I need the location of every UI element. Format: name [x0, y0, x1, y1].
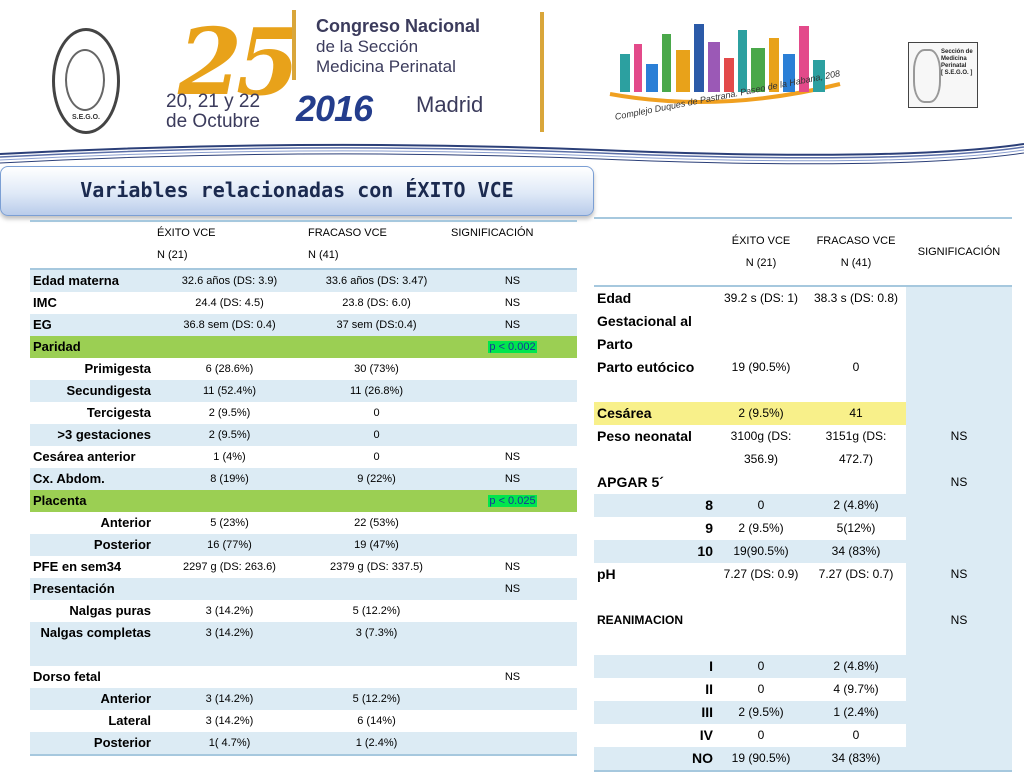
- table-row: Anterior 3 (14.2%) 5 (12.2%): [30, 688, 577, 710]
- header-significacion: SIGNIFICACIÓN: [917, 246, 1001, 258]
- table-row: Nalgas puras 3 (14.2%) 5 (12.2%): [69, 603, 401, 618]
- congress-header: S.E.G.O. 25 20, 21 y 22 de Octubre Congr…: [0, 0, 1024, 165]
- table-header-row: ÉXITO VCE N (21) FRACASO VCE N (41) SIGNIF…: [594, 218, 1012, 286]
- table-row: Posterior 1( 4.7%) 1 (2.4%): [30, 732, 577, 755]
- table-row: Anterior 5 (23%) 22 (53%): [100, 515, 399, 530]
- table-section-row: Paridad p < 0.002: [30, 336, 577, 358]
- table-header-row: ÉXITO VCE N (21) FRACASO VCE N (41) SIGNIF…: [30, 221, 577, 269]
- table-row: Primigesta 6 (28.6%) 30 (73%): [84, 361, 399, 376]
- neonatal-outcome-table: ÉXITO VCE N (21) FRACASO VCE N (41) SIGNIF…: [594, 217, 1012, 772]
- header-fracaso: FRACASO VCE N (41): [816, 235, 896, 269]
- table-row: IMC 24.4 (DS: 4.5) 23.8 (DS: 6.0) NS: [33, 295, 521, 310]
- congress-year: 2016: [296, 88, 373, 129]
- congress-title: Congreso Nacional de la Sección Medicina…: [316, 16, 481, 76]
- table-row: Dorso fetal NS: [33, 669, 521, 684]
- table-row: IV 0 0: [594, 724, 1012, 747]
- table-row: Posterior 16 (77%) 19 (47%): [30, 534, 577, 556]
- table-section-row: Placenta p < 0.025: [30, 490, 577, 512]
- divider-bar: [540, 12, 544, 132]
- table-row-highlighted: Cesárea 2 (9.5%) 41: [594, 402, 1012, 425]
- table-row: Secundigesta 11 (52.4%) 11 (26.8%): [30, 380, 577, 402]
- table-row: pH 7.27 (DS: 0.9) 7.27 (DS: 0.7) NS: [594, 563, 1012, 609]
- congress-city: Madrid: [416, 92, 484, 117]
- table-row: Cesárea anterior 1 (4%) 0 NS: [33, 449, 521, 464]
- table-row: APGAR 5´ NS: [594, 471, 1012, 494]
- caduceus-icon: [65, 49, 105, 111]
- table-row: III 2 (9.5%) 1 (2.4%): [594, 701, 1012, 724]
- table-row: Nalgas completas 3 (14.2%) 3 (7.3%): [30, 622, 577, 666]
- table-row: Parto eutócico 19 (90.5%) 0: [594, 356, 1012, 402]
- table-row: 10 19(90.5%) 34 (83%): [594, 540, 1012, 563]
- slide-title: Variables relacionadas con ÉXITO VCE: [80, 178, 514, 202]
- header-exito: ÉXITO VCE N (21): [157, 227, 216, 261]
- table-row: Edad materna 32.6 años (DS: 3.9) 33.6 años…: [30, 269, 577, 292]
- maternal-variables-table: ÉXITO VCE N (21) FRACASO VCE N (41) SIGNIF…: [30, 220, 577, 756]
- table-row: II 0 4 (9.7%): [594, 678, 1012, 701]
- significance-highlight: p < 0.025: [488, 495, 537, 507]
- table-row: Presentación NS: [30, 578, 577, 600]
- divider-bar: [292, 10, 296, 80]
- embryo-icon: [913, 49, 941, 103]
- header-significacion: SIGNIFICACIÓN: [451, 227, 534, 239]
- slide-title-banner: Variables relacionadas con ÉXITO VCE: [0, 166, 594, 216]
- seal-text: S.E.G.O.: [71, 114, 100, 121]
- table-row: Cx. Abdom. 8 (19%) 9 (22%) NS: [30, 468, 577, 490]
- table-row: PFE en sem34 2297 g (DS: 263.6) 2379 g (DS…: [33, 559, 521, 574]
- table-row: NO 19 (90.5%) 34 (83%): [594, 747, 1012, 771]
- header-exito: ÉXITO VCE N (21): [731, 235, 791, 269]
- header-fracaso: FRACASO VCE N (41): [308, 227, 387, 261]
- table-row: Tercigesta 2 (9.5%) 0: [86, 405, 380, 420]
- significance-highlight: p < 0.002: [488, 341, 537, 353]
- table-row: Peso neonatal 3100g (DS: 356.9) 3151g (DS:…: [594, 425, 1012, 471]
- madrid-skyline-illustration: [609, 24, 841, 104]
- congress-dates: 20, 21 y 22 de Octubre: [166, 91, 261, 132]
- table-row: >3 gestaciones 2 (9.5%) 0: [30, 424, 577, 446]
- sego-seal-logo: S.E.G.O.: [52, 28, 120, 134]
- anniversary-number: 25: [178, 8, 300, 116]
- table-row: Lateral 3 (14.2%) 6 (14%): [108, 713, 396, 728]
- decorative-wave-stripes: [0, 143, 1024, 165]
- table-row: EG 36.8 sem (DS: 0.4) 37 sem (DS:0.4) NS: [30, 314, 577, 336]
- seccion-medicina-perinatal-logo: Sección de Medicina Perinatal [ S.E.G.O.…: [908, 42, 978, 108]
- table-row: REANIMACION NS: [594, 609, 1012, 655]
- table-row: Edad Gestacional al Parto 39.2 s (DS: 1) 3…: [594, 286, 1012, 356]
